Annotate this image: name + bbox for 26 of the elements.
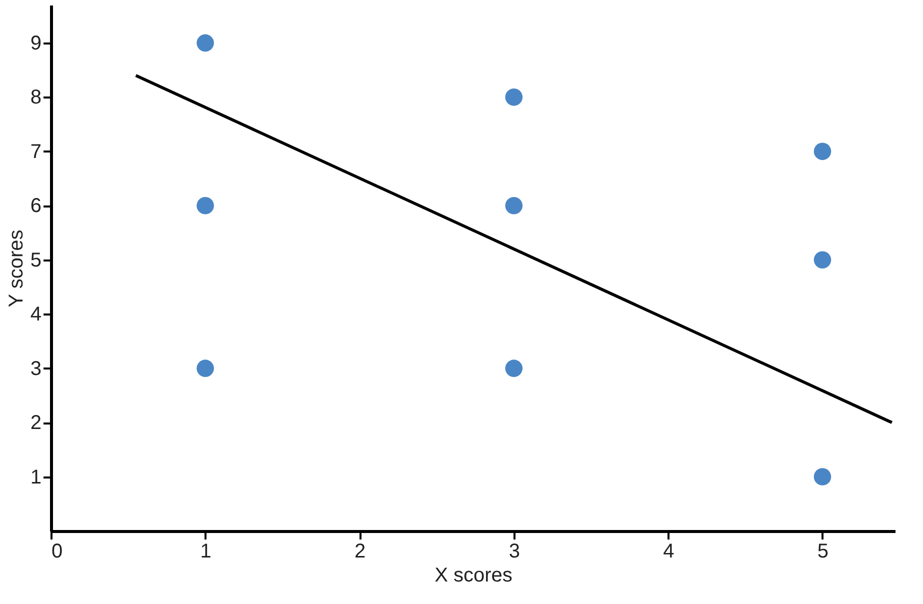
point (814, 142, 832, 160)
point (196, 360, 214, 377)
point (814, 251, 832, 269)
y-tick-label: 8 (30, 86, 42, 109)
x-tick-label: 4 (663, 540, 674, 562)
y-tick-label: 6 (30, 195, 42, 218)
y-tick-label: 2 (30, 412, 42, 434)
y-axis-title: Y scores (5, 230, 28, 308)
point (196, 196, 214, 214)
y-tick-label: 5 (30, 249, 42, 272)
x-tick-label: 0 (52, 540, 63, 562)
x-tick-label: 5 (817, 540, 829, 562)
y-tick-label: 3 (30, 358, 42, 380)
y-tick-label: 4 (30, 304, 42, 326)
y-tick-label: 7 (30, 140, 42, 163)
x-tick-label: 2 (354, 540, 366, 562)
x-tick-label: 1 (200, 540, 212, 562)
point (505, 196, 523, 214)
point (505, 360, 523, 377)
y-tick-label: 1 (30, 466, 42, 488)
x-axis-title: X scores (434, 564, 512, 586)
point (196, 34, 214, 52)
y-tick-label: 9 (30, 32, 42, 54)
point (505, 88, 523, 106)
x-tick-label: 3 (508, 540, 520, 562)
point (814, 468, 832, 486)
